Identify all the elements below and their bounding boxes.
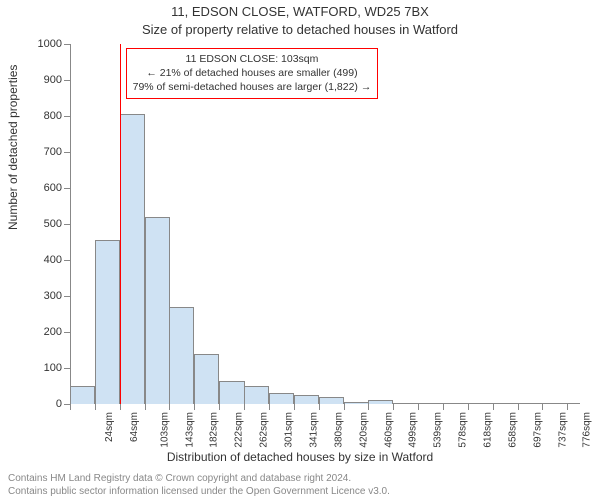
plot-area: 0100200300400500600700800900100024sqm64s… xyxy=(70,44,580,404)
x-tick-label: 658sqm xyxy=(508,412,519,448)
y-tick-label: 1000 xyxy=(22,38,62,50)
x-axis-label: Distribution of detached houses by size … xyxy=(0,450,600,464)
x-tick xyxy=(567,404,568,410)
x-tick xyxy=(468,404,469,410)
x-tick xyxy=(518,404,519,410)
histogram-bar xyxy=(418,403,443,404)
y-tick-label: 0 xyxy=(22,398,62,410)
x-tick xyxy=(418,404,419,410)
x-tick xyxy=(169,404,170,410)
x-tick xyxy=(95,404,96,410)
y-tick-label: 600 xyxy=(22,182,62,194)
y-tick xyxy=(64,332,70,333)
histogram-bar xyxy=(95,240,120,404)
x-tick-label: 301sqm xyxy=(284,412,295,448)
footer-line1: Contains HM Land Registry data © Crown c… xyxy=(8,473,390,486)
y-axis-label: Number of detached properties xyxy=(6,65,20,230)
histogram-bar xyxy=(70,386,95,404)
x-tick xyxy=(194,404,195,410)
y-tick xyxy=(64,224,70,225)
annotation-line2: ← 21% of detached houses are smaller (49… xyxy=(133,66,372,80)
histogram-bar xyxy=(120,114,145,404)
y-tick-label: 700 xyxy=(22,146,62,158)
y-tick xyxy=(64,296,70,297)
y-tick-label: 800 xyxy=(22,110,62,122)
y-tick-label: 200 xyxy=(22,326,62,338)
x-tick xyxy=(219,404,220,410)
y-tick xyxy=(64,80,70,81)
y-tick xyxy=(64,44,70,45)
x-tick xyxy=(368,404,369,410)
histogram-bar xyxy=(169,307,194,404)
histogram-bar xyxy=(294,395,319,404)
x-tick-label: 103sqm xyxy=(159,412,170,448)
annotation-line1: 11 EDSON CLOSE: 103sqm xyxy=(133,52,372,66)
footer-attribution: Contains HM Land Registry data © Crown c… xyxy=(8,473,390,498)
x-tick-label: 539sqm xyxy=(433,412,444,448)
x-tick-label: 380sqm xyxy=(333,412,344,448)
x-tick xyxy=(145,404,146,410)
x-tick xyxy=(294,404,295,410)
histogram-bar xyxy=(319,397,344,404)
footer-line2: Contains public sector information licen… xyxy=(8,486,390,499)
histogram-bar xyxy=(194,354,219,404)
x-tick-label: 341sqm xyxy=(309,412,320,448)
histogram-bar xyxy=(468,403,493,404)
x-tick xyxy=(542,404,543,410)
y-tick xyxy=(64,260,70,261)
histogram-bar xyxy=(344,402,369,404)
x-tick xyxy=(319,404,320,410)
x-tick xyxy=(269,404,270,410)
y-axis-line xyxy=(70,44,71,404)
x-tick-label: 64sqm xyxy=(129,412,140,442)
y-tick-label: 500 xyxy=(22,218,62,230)
x-tick-label: 24sqm xyxy=(104,412,115,442)
x-tick-label: 460sqm xyxy=(383,412,394,448)
x-tick xyxy=(70,404,71,410)
x-tick-label: 737sqm xyxy=(557,412,568,448)
x-tick-label: 222sqm xyxy=(234,412,245,448)
x-tick-label: 143sqm xyxy=(184,412,195,448)
histogram-bar xyxy=(145,217,170,404)
histogram-bar xyxy=(368,400,393,404)
x-tick-label: 262sqm xyxy=(259,412,270,448)
annotation-box: 11 EDSON CLOSE: 103sqm← 21% of detached … xyxy=(126,48,379,99)
chart-container: 11, EDSON CLOSE, WATFORD, WD25 7BX Size … xyxy=(0,0,600,500)
x-tick-label: 578sqm xyxy=(458,412,469,448)
x-tick-label: 776sqm xyxy=(582,412,593,448)
page-subtitle: Size of property relative to detached ho… xyxy=(0,22,600,37)
y-tick-label: 300 xyxy=(22,290,62,302)
y-tick xyxy=(64,116,70,117)
x-tick xyxy=(393,404,394,410)
y-tick-label: 100 xyxy=(22,362,62,374)
x-tick xyxy=(493,404,494,410)
x-tick-label: 618sqm xyxy=(483,412,494,448)
highlight-line xyxy=(120,44,121,404)
y-tick xyxy=(64,188,70,189)
y-tick xyxy=(64,368,70,369)
x-tick-label: 697sqm xyxy=(532,412,543,448)
y-tick-label: 400 xyxy=(22,254,62,266)
y-tick-label: 900 xyxy=(22,74,62,86)
histogram-bar xyxy=(244,386,269,404)
annotation-line3: 79% of semi-detached houses are larger (… xyxy=(133,80,372,94)
x-tick xyxy=(443,404,444,410)
x-tick xyxy=(344,404,345,410)
x-tick-label: 182sqm xyxy=(209,412,220,448)
x-tick xyxy=(120,404,121,410)
x-tick-label: 499sqm xyxy=(408,412,419,448)
x-tick xyxy=(244,404,245,410)
page-title: 11, EDSON CLOSE, WATFORD, WD25 7BX xyxy=(0,4,600,19)
histogram-bar xyxy=(219,381,244,404)
y-tick xyxy=(64,152,70,153)
histogram-bar xyxy=(269,393,294,404)
x-tick-label: 420sqm xyxy=(358,412,369,448)
